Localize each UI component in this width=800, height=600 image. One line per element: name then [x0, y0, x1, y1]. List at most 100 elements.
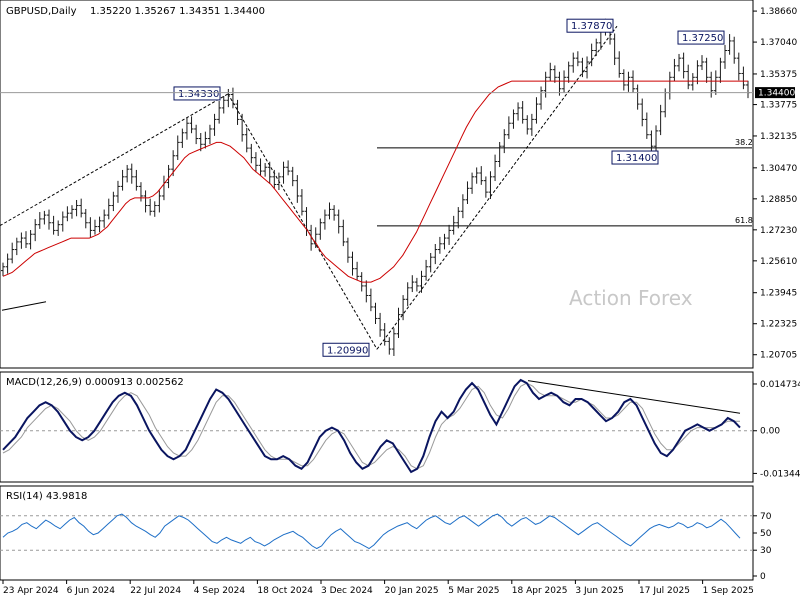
- trend-lines: [0, 25, 618, 350]
- price-bar: [437, 236, 442, 254]
- price-bar: [493, 154, 498, 182]
- price-bar: [345, 237, 350, 263]
- price-bar: [60, 211, 65, 232]
- price-annotation-label: 1.34330: [178, 89, 219, 100]
- x-tick-label: 17 Jul 2025: [639, 586, 690, 596]
- price-y-tick-label: 1.33775: [760, 101, 797, 111]
- price-bar: [460, 194, 465, 219]
- price-bar: [543, 71, 548, 98]
- price-bar: [557, 71, 562, 96]
- price-bar: [387, 337, 392, 355]
- macd-panel-title: MACD(12,26,9) 0.000913 0.002562: [6, 377, 184, 388]
- rsi-y-tick-label: 0: [760, 572, 766, 582]
- x-tick-label: 22 Jul 2024: [130, 586, 181, 596]
- price-y-tick-label: 1.22325: [760, 320, 797, 330]
- swing-line: [376, 25, 618, 350]
- price-bar: [594, 38, 599, 57]
- rsi-y-axis: 70 50 30 0: [0, 512, 772, 582]
- macd-trend-line: [527, 380, 741, 414]
- price-bar: [378, 312, 383, 337]
- price-y-tick-label: 1.23945: [760, 289, 797, 299]
- price-bar: [502, 129, 507, 154]
- fib-level-label: 38.2: [735, 138, 753, 147]
- price-bar: [575, 51, 580, 67]
- price-bar: [194, 124, 199, 145]
- price-bar: [42, 210, 47, 225]
- x-tick-label: 23 Apr 2024: [3, 586, 59, 596]
- macd-line: [2, 378, 741, 474]
- price-bar: [658, 104, 663, 136]
- price-bar: [566, 61, 571, 83]
- price-annotation: 1.34330: [173, 86, 221, 101]
- price-bar: [281, 161, 286, 184]
- price-bar: [548, 62, 553, 82]
- price-bar: [520, 101, 525, 124]
- price-bar: [571, 52, 576, 73]
- price-bar: [506, 116, 511, 139]
- price-bar: [5, 253, 10, 274]
- price-bar: [290, 166, 295, 187]
- price-bar: [419, 270, 424, 293]
- price-bar: [617, 51, 622, 78]
- price-bar: [428, 252, 433, 273]
- x-tick-label: 1 Sep 2025: [703, 586, 754, 596]
- price-bar: [727, 34, 732, 55]
- price-bar: [313, 227, 318, 249]
- x-tick-label: 4 Sep 2024: [194, 586, 246, 596]
- price-bar: [37, 212, 42, 229]
- price-bar: [212, 113, 217, 136]
- price-bar: [364, 280, 369, 303]
- price-bar: [539, 86, 544, 110]
- price-bar: [244, 127, 249, 153]
- price-bar: [332, 205, 337, 221]
- x-axis: 23 Apr 2024 6 Jun 2024 22 Jul 2024 4 Sep 20…: [2, 580, 754, 596]
- price-bar: [263, 163, 268, 177]
- price-annotation-label: 1.37870: [571, 21, 612, 32]
- price-annotation: 1.37250: [677, 30, 725, 45]
- price-bar: [226, 88, 231, 108]
- price-bar: [488, 171, 493, 200]
- price-bar: [115, 180, 120, 203]
- price-bar: [382, 323, 387, 346]
- price-bar: [626, 71, 631, 92]
- price-bar: [649, 130, 654, 152]
- price-bar: [106, 198, 111, 220]
- current-price-tag-box: [755, 87, 795, 99]
- price-bar: [327, 202, 332, 220]
- swing-line: [227, 93, 378, 350]
- price-bar: [718, 57, 723, 83]
- rsi-y-tick-label: 50: [760, 529, 772, 539]
- price-bar: [322, 209, 327, 230]
- price-bar: [51, 215, 56, 235]
- macd-panel-frame: [0, 371, 754, 483]
- price-bar: [258, 158, 263, 176]
- price-bar: [33, 219, 38, 242]
- price-annotation-label: 1.37250: [682, 33, 723, 44]
- price-bar: [723, 44, 728, 69]
- price-bar: [267, 161, 272, 184]
- macd-y-tick-label: 0.014734: [760, 380, 800, 390]
- price-ohlc-text: 1.35220 1.35267 1.34351 1.34400: [90, 6, 265, 17]
- price-y-tick-label: 1.27230: [760, 226, 797, 236]
- price-bar: [479, 166, 484, 185]
- price-bar: [14, 237, 19, 256]
- rsi-line: [2, 513, 741, 550]
- price-bar: [217, 101, 222, 124]
- price-panel-frame: [0, 0, 754, 369]
- price-bar: [295, 175, 300, 203]
- price-bar: [516, 102, 521, 121]
- price-bar: [483, 176, 488, 198]
- price-bar: [92, 219, 97, 235]
- x-tick-label: 3 Jun 2025: [575, 586, 623, 596]
- price-y-tick-label: 1.37040: [760, 38, 797, 48]
- price-bar: [230, 87, 235, 109]
- price-bar: [157, 190, 162, 213]
- price-bar: [198, 132, 203, 152]
- price-bar: [672, 58, 677, 82]
- price-bar: [125, 164, 130, 183]
- swing-line: [0, 93, 229, 227]
- price-bar: [299, 189, 304, 216]
- price-bar: [249, 143, 254, 164]
- price-bar: [309, 224, 314, 251]
- macd-y-tick-label: 0.00: [760, 427, 780, 437]
